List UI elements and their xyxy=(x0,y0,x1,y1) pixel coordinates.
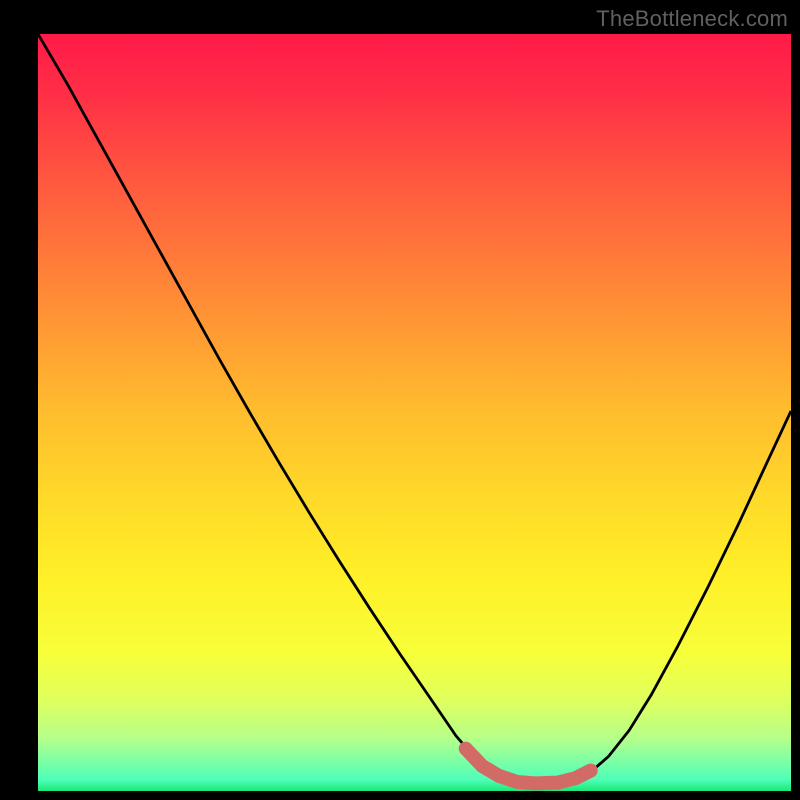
chart-container: TheBottleneck.com xyxy=(0,0,800,800)
plot-area xyxy=(38,34,791,791)
watermark-text: TheBottleneck.com xyxy=(596,6,788,32)
sweet-spot-segment xyxy=(38,34,791,791)
